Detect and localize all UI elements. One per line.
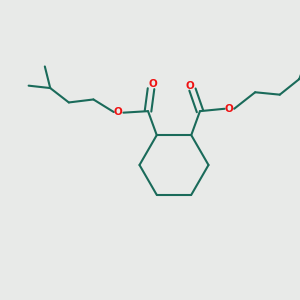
Text: O: O [225, 104, 234, 114]
Text: O: O [148, 79, 157, 89]
Text: O: O [186, 81, 194, 91]
Text: O: O [114, 107, 122, 117]
